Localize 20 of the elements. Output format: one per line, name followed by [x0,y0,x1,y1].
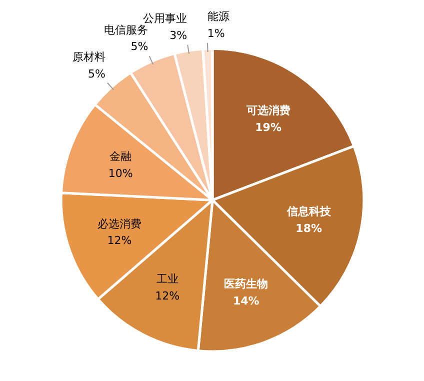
data-label: 12% [107,234,132,248]
data-label: 14% [233,294,260,308]
slice-label: 电信服务 [104,23,148,36]
slice-label: 可选消费 [245,104,290,118]
slice-label: 信息科技 [286,205,332,218]
data-label: 12% [155,289,180,302]
slice-label: 工业 [156,272,178,286]
slice-label: 医药生物 [224,277,268,290]
data-label: 19% [255,121,282,134]
slice-label: 必选消费 [97,217,142,230]
data-label: 18% [296,222,322,236]
data-label: 1% [207,26,225,40]
data-label: 5% [130,40,148,54]
slice-label: 金融 [110,150,132,164]
data-label: 3% [170,28,188,42]
slice-label: 公用事业 [143,12,188,25]
slice-label: 能源 [207,10,230,23]
data-label: 5% [88,68,106,81]
data-label: 10% [108,166,133,180]
slice-label: 原材料 [72,50,106,64]
